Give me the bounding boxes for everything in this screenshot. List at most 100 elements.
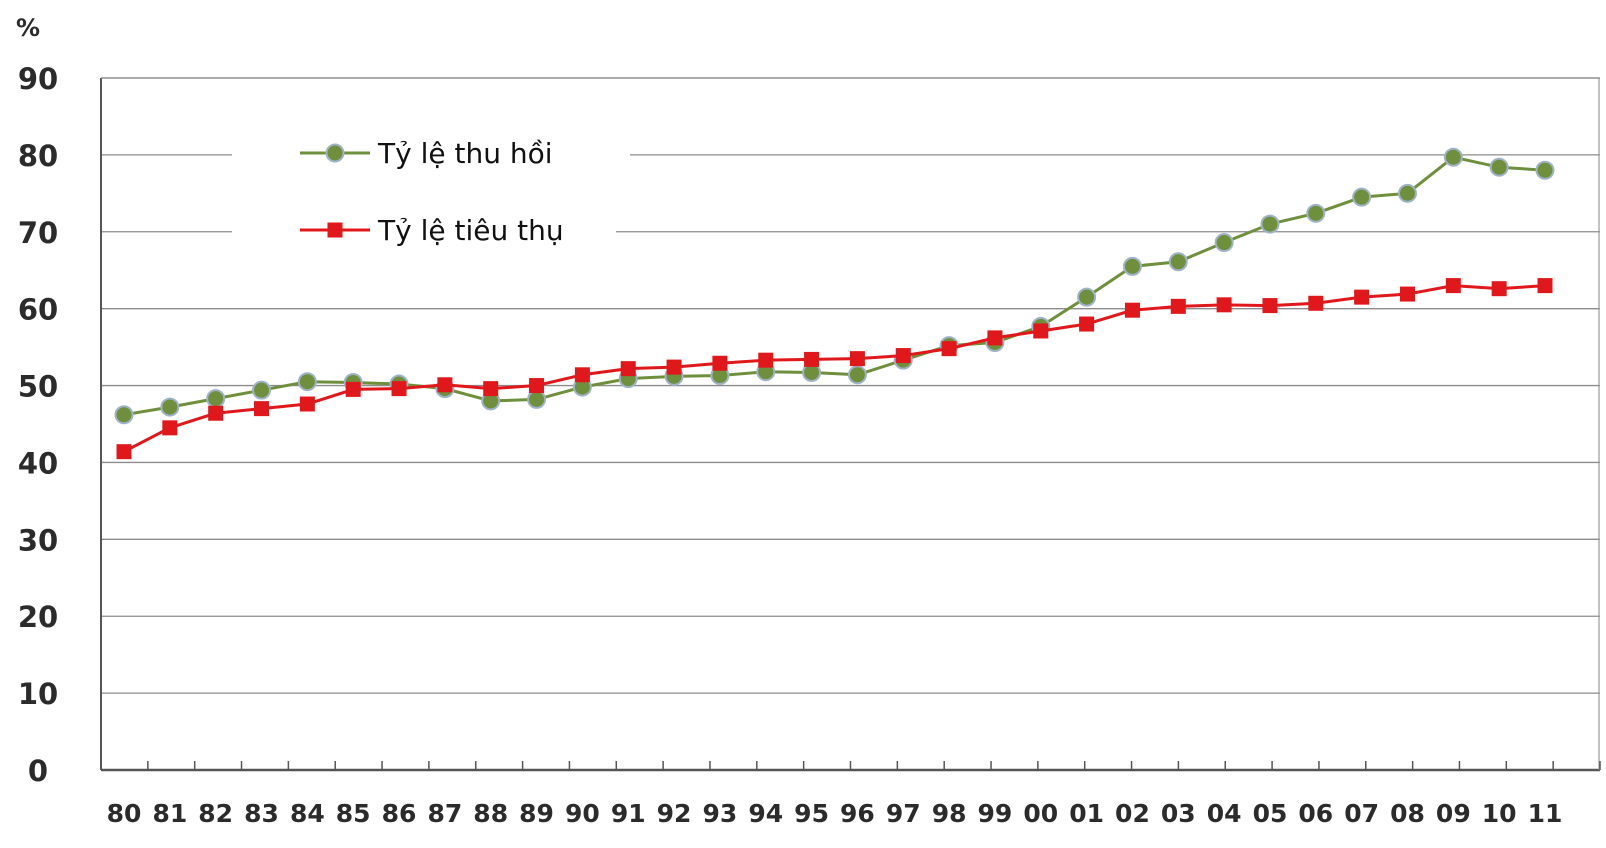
x-tick-label: 91: [611, 799, 646, 828]
series-line: [123, 284, 1546, 454]
data-point: [162, 420, 178, 436]
data-point: [1445, 278, 1461, 294]
legend-background: [232, 131, 630, 175]
x-tick-label: 11: [1528, 799, 1563, 828]
data-point: [1535, 160, 1555, 180]
data-point: [1216, 297, 1232, 313]
data-point: [116, 444, 132, 460]
data-point: [1260, 214, 1280, 234]
data-point: [758, 352, 774, 368]
x-tick-label: 90: [565, 799, 600, 828]
x-tick-label: 98: [932, 799, 967, 828]
x-tick-label: 03: [1161, 799, 1196, 828]
x-tick-label: 85: [336, 799, 371, 828]
y-tick-label: 0: [28, 754, 48, 788]
data-point: [206, 389, 226, 409]
data-point: [849, 351, 865, 367]
x-tick-label: 07: [1344, 799, 1379, 828]
x-tick-label: 83: [244, 799, 279, 828]
data-point: [345, 381, 361, 397]
y-tick-label: 60: [18, 293, 58, 327]
x-tick-label: 92: [657, 799, 692, 828]
x-tick-label: 95: [794, 799, 829, 828]
series-line: [123, 155, 1546, 417]
data-point: [712, 355, 728, 371]
x-tick-labels: 80 81 82 83 84 85 86 87 88 89 90 91 92 93 94 95 96 97 98 99…: [107, 799, 1563, 828]
data-point: [1354, 289, 1370, 305]
data-point: [160, 397, 180, 417]
data-point: [527, 389, 547, 409]
y-tick-label: 10: [18, 677, 58, 711]
data-point: [1306, 203, 1326, 223]
legend-label: Tỷ lệ tiêu thụ: [377, 214, 564, 247]
data-point: [1443, 147, 1463, 167]
x-tick-label: 10: [1482, 799, 1517, 828]
legend-item: Tỷ lệ tiêu thụ: [300, 214, 564, 247]
data-point: [666, 359, 682, 375]
x-tick-label: 99: [978, 799, 1013, 828]
data-point: [895, 348, 911, 364]
y-tick-label: 20: [18, 600, 58, 634]
data-point: [574, 367, 590, 383]
y-tick-label: 70: [18, 216, 58, 250]
data-point: [1262, 298, 1278, 314]
y-tick-label: 40: [18, 446, 58, 480]
x-tick-label: 94: [748, 799, 783, 828]
y-tick-labels: 0 10 20 30 40 50 60 70 80 90: [18, 62, 58, 788]
data-point: [299, 396, 315, 412]
y-tick-label: 90: [18, 62, 58, 96]
legend-label: Tỷ lệ thu hồi: [377, 137, 553, 170]
data-point: [1124, 302, 1140, 318]
x-tick-label: 04: [1207, 799, 1242, 828]
x-tick-label: 93: [703, 799, 738, 828]
axes: [100, 77, 1601, 772]
data-point: [987, 330, 1003, 346]
series-layer: [114, 147, 1555, 460]
data-point: [620, 361, 636, 377]
legend-item: Tỷ lệ thu hồi: [300, 137, 553, 170]
data-point: [1537, 278, 1553, 294]
x-tick-label: 02: [1115, 799, 1150, 828]
data-point: [804, 351, 820, 367]
x-tick-label: 87: [427, 799, 462, 828]
data-point: [1033, 323, 1049, 339]
y-tick-label: 50: [18, 370, 58, 404]
x-tick-label: 06: [1298, 799, 1333, 828]
data-point: [529, 378, 545, 394]
legend-background: [232, 208, 616, 252]
data-point: [114, 405, 134, 425]
y-tick-label: 80: [18, 139, 58, 173]
data-point: [437, 377, 453, 393]
x-tick-label: 82: [198, 799, 233, 828]
x-tick-label: 97: [886, 799, 921, 828]
legend-marker: [327, 222, 343, 238]
data-point: [1168, 252, 1188, 272]
data-point: [1079, 316, 1095, 332]
data-point: [391, 381, 407, 397]
data-point: [254, 401, 270, 417]
x-tick-label: 80: [107, 799, 142, 828]
x-tick-label: 00: [1023, 799, 1058, 828]
x-tick-label: 09: [1436, 799, 1471, 828]
data-point: [252, 380, 272, 400]
x-tick-label: 01: [1069, 799, 1104, 828]
x-tick-label: 84: [290, 799, 325, 828]
data-point: [1397, 183, 1417, 203]
data-point: [208, 405, 224, 421]
legend-marker: [325, 143, 345, 163]
y-tick-label: 30: [18, 523, 58, 557]
data-point: [1077, 287, 1097, 307]
data-point: [941, 341, 957, 357]
x-tick-label: 05: [1253, 799, 1288, 828]
data-point: [1489, 157, 1509, 177]
x-tick-label: 96: [840, 799, 875, 828]
data-point: [1214, 233, 1234, 253]
series-consumption-rate: [116, 278, 1553, 460]
x-tick-label: 81: [152, 799, 187, 828]
y-unit-label: %: [16, 14, 40, 42]
series-recovery-rate: [114, 147, 1555, 425]
grid-lines: [101, 77, 1600, 694]
data-point: [1399, 286, 1415, 302]
legend: Tỷ lệ thu hồi Tỷ lệ tiêu thụ: [300, 137, 564, 247]
